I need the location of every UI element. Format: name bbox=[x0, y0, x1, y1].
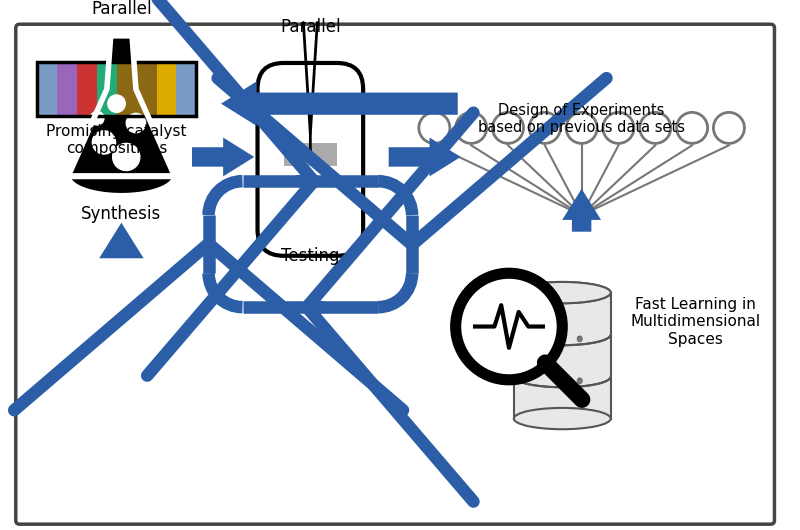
Circle shape bbox=[456, 112, 486, 144]
Text: Design of Experiments
based on previous data sets: Design of Experiments based on previous … bbox=[478, 103, 685, 135]
Text: Promising catalyst
compositions: Promising catalyst compositions bbox=[46, 123, 186, 156]
Bar bbox=[37, 63, 197, 116]
Text: Parallel: Parallel bbox=[91, 1, 152, 19]
Bar bbox=[137, 63, 157, 116]
Circle shape bbox=[577, 377, 582, 383]
Circle shape bbox=[113, 144, 140, 171]
Bar bbox=[77, 63, 97, 116]
Text: Synthesis: Synthesis bbox=[82, 206, 162, 224]
Bar bbox=[157, 63, 177, 116]
Circle shape bbox=[92, 131, 115, 154]
Circle shape bbox=[90, 111, 104, 125]
FancyBboxPatch shape bbox=[16, 24, 774, 524]
Polygon shape bbox=[68, 36, 174, 196]
Circle shape bbox=[577, 378, 582, 384]
Text: Fast Learning in
Multidimensional
Spaces: Fast Learning in Multidimensional Spaces bbox=[630, 297, 760, 347]
Circle shape bbox=[108, 95, 126, 112]
Ellipse shape bbox=[514, 282, 610, 303]
Bar bbox=[177, 63, 197, 116]
Circle shape bbox=[456, 273, 562, 380]
Text: Testing: Testing bbox=[281, 247, 339, 265]
Circle shape bbox=[530, 112, 560, 144]
Ellipse shape bbox=[514, 282, 610, 303]
Circle shape bbox=[577, 337, 582, 342]
Bar bbox=[514, 293, 610, 419]
Circle shape bbox=[419, 112, 450, 144]
Circle shape bbox=[566, 112, 597, 144]
Circle shape bbox=[640, 112, 670, 144]
Circle shape bbox=[677, 112, 707, 144]
Bar bbox=[284, 143, 337, 166]
Circle shape bbox=[126, 113, 146, 132]
Ellipse shape bbox=[514, 408, 610, 429]
Text: Parallel: Parallel bbox=[280, 18, 341, 36]
Bar bbox=[97, 63, 117, 116]
Circle shape bbox=[577, 335, 582, 341]
FancyBboxPatch shape bbox=[258, 63, 363, 256]
Circle shape bbox=[493, 112, 523, 144]
Circle shape bbox=[714, 112, 745, 144]
Bar bbox=[57, 63, 77, 116]
Bar bbox=[117, 63, 137, 116]
Bar bbox=[37, 63, 57, 116]
Circle shape bbox=[603, 112, 634, 144]
